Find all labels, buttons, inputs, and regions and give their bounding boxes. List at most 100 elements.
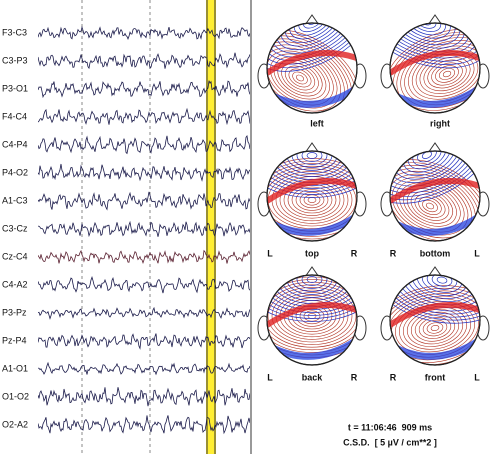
side-label: R bbox=[390, 372, 397, 382]
view-label: left bbox=[310, 118, 324, 128]
contour bbox=[291, 302, 333, 330]
contour bbox=[426, 322, 444, 334]
contour bbox=[390, 290, 480, 365]
contour bbox=[267, 275, 357, 313]
contour bbox=[401, 23, 451, 39]
contour bbox=[275, 23, 350, 51]
eeg-trace bbox=[38, 361, 250, 376]
contour bbox=[281, 62, 319, 94]
contour bbox=[407, 151, 447, 170]
eeg-trace bbox=[38, 80, 250, 99]
contour bbox=[306, 152, 318, 159]
contour bbox=[267, 275, 357, 322]
eeg-trace bbox=[38, 306, 250, 320]
contour bbox=[418, 196, 442, 216]
contour bbox=[390, 151, 480, 201]
channel-label: C3-Cz bbox=[2, 223, 28, 233]
contour bbox=[288, 68, 312, 88]
contour bbox=[395, 179, 465, 233]
channel-label: A1-O1 bbox=[2, 363, 28, 373]
contour bbox=[392, 23, 461, 46]
head-outline bbox=[266, 274, 358, 366]
contour bbox=[267, 151, 357, 189]
side-label: R bbox=[390, 248, 397, 258]
head-map: left bbox=[257, 14, 367, 128]
eeg-trace bbox=[38, 107, 250, 126]
contour bbox=[271, 289, 353, 343]
contour bbox=[301, 275, 323, 286]
nose bbox=[304, 14, 320, 26]
red-band bbox=[267, 302, 357, 328]
contour bbox=[390, 23, 466, 49]
view-label: front bbox=[425, 372, 446, 382]
side-label: L bbox=[267, 372, 273, 382]
channel-label: F4-C4 bbox=[2, 111, 27, 121]
view-label: bottom bbox=[420, 248, 451, 258]
contour bbox=[273, 56, 327, 100]
contour bbox=[390, 275, 480, 318]
side-label: R bbox=[351, 248, 358, 258]
channel-label: Pz-P4 bbox=[2, 335, 27, 345]
eeg-trace bbox=[38, 163, 250, 182]
contour bbox=[406, 23, 446, 36]
contour bbox=[295, 189, 329, 211]
head-outline bbox=[266, 22, 358, 114]
contour bbox=[291, 186, 333, 214]
head-outline bbox=[389, 274, 481, 366]
contour bbox=[416, 23, 437, 29]
contour bbox=[296, 275, 328, 289]
contour bbox=[293, 23, 332, 36]
contour bbox=[435, 65, 459, 83]
contour bbox=[267, 23, 357, 72]
contour bbox=[390, 151, 480, 194]
contour bbox=[390, 293, 480, 363]
contour bbox=[280, 23, 345, 47]
contour bbox=[418, 317, 452, 339]
contour bbox=[431, 62, 463, 86]
contour bbox=[412, 151, 442, 166]
eeg-trace bbox=[38, 135, 250, 155]
contour bbox=[298, 23, 327, 33]
contour bbox=[301, 151, 323, 162]
contour bbox=[306, 276, 318, 283]
contour bbox=[267, 160, 357, 240]
eeg-trace bbox=[38, 387, 250, 407]
contour bbox=[390, 275, 480, 321]
side-label: L bbox=[474, 248, 480, 258]
head-outline bbox=[389, 150, 481, 242]
eeg-trace bbox=[38, 249, 250, 265]
contour bbox=[390, 159, 480, 241]
side-label: L bbox=[474, 372, 480, 382]
contour bbox=[390, 151, 480, 197]
contour bbox=[417, 151, 437, 163]
contour bbox=[392, 275, 480, 312]
contour bbox=[267, 163, 357, 237]
channel-label: P3-O1 bbox=[2, 83, 28, 93]
contour bbox=[397, 23, 456, 42]
channel-label: C4-P4 bbox=[2, 139, 28, 149]
channel-label: P3-Pz bbox=[2, 307, 27, 317]
contour bbox=[267, 151, 357, 198]
eeg-trace bbox=[38, 333, 250, 350]
channel-label: O1-O2 bbox=[2, 391, 29, 401]
contour bbox=[390, 287, 480, 365]
head-outline bbox=[266, 150, 358, 242]
nose bbox=[304, 266, 320, 278]
contour bbox=[410, 191, 450, 221]
contour bbox=[267, 284, 357, 348]
contour bbox=[411, 23, 442, 32]
channel-label: C3-P3 bbox=[2, 55, 28, 65]
side-label: R bbox=[351, 372, 358, 382]
channel-label: F3-C3 bbox=[2, 27, 27, 37]
eeg-trace bbox=[38, 220, 250, 238]
contour bbox=[267, 275, 357, 316]
contour bbox=[267, 275, 357, 319]
view-label: right bbox=[430, 118, 450, 128]
red-band bbox=[390, 50, 480, 76]
eeg-trace bbox=[38, 276, 250, 294]
contour bbox=[430, 325, 440, 331]
contour bbox=[419, 54, 475, 94]
side-label: L bbox=[267, 248, 273, 258]
channel-label: Cz-C4 bbox=[2, 251, 28, 261]
